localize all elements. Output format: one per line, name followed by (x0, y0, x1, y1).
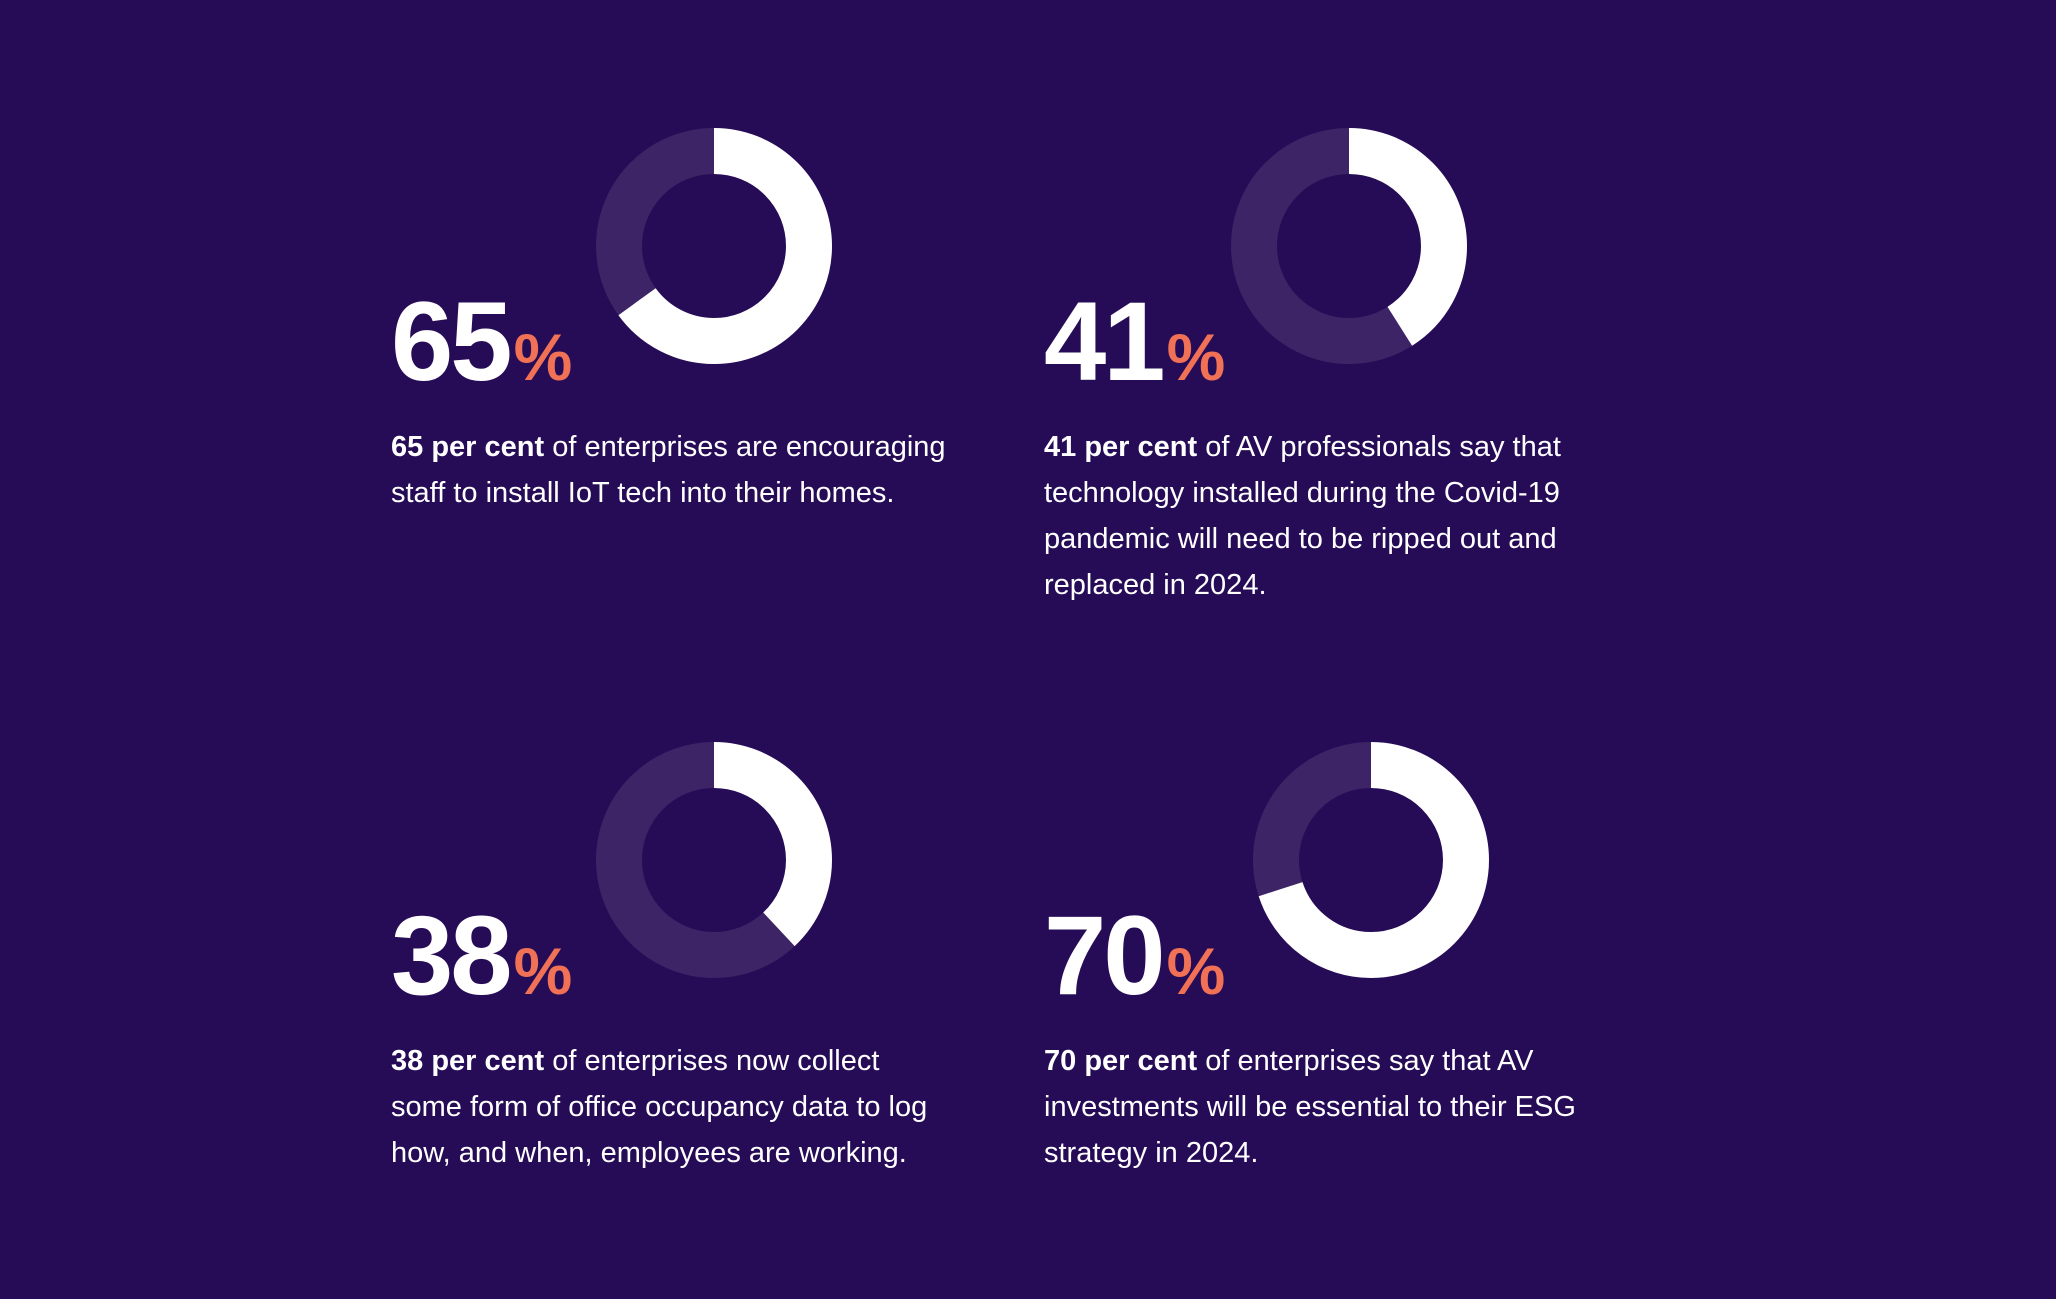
donut-chart-4 (1253, 742, 1489, 978)
stat-description-1: 65 per cent of enterprises are encouragi… (391, 424, 951, 516)
stat-description-2: 41 per cent of AV professionals say that… (1044, 424, 1604, 608)
stat-description-bold-2: 41 per cent (1044, 431, 1198, 463)
donut-chart-2 (1231, 128, 1467, 364)
stat-value-4: 70% (1044, 900, 1225, 1012)
stat-description-3: 38 per cent of enterprises now collect s… (391, 1038, 951, 1176)
donut-value-arc-2 (1231, 128, 1467, 364)
stat-value-3: 38% (391, 900, 572, 1012)
stat-description-text-1: of enterprises are encouraging staff to … (391, 431, 946, 509)
stat-number-1: 65 (391, 279, 513, 404)
stat-value-2: 41% (1044, 286, 1225, 398)
donut-chart-1 (596, 128, 832, 364)
donut-value-arc-4 (1253, 742, 1489, 978)
percent-sign-2: % (1166, 320, 1226, 394)
donut-svg-4 (1253, 742, 1489, 978)
stat-description-text-3: of enterprises now collect some form of … (391, 1045, 928, 1169)
donut-value-arc-1 (596, 128, 832, 364)
stat-description-bold-4: 70 per cent (1044, 1045, 1198, 1077)
stat-value-1: 65% (391, 286, 572, 398)
percent-sign-3: % (513, 934, 573, 1008)
donut-value-arc-3 (596, 742, 832, 978)
stat-description-bold-1: 65 per cent (391, 431, 545, 463)
percent-sign-4: % (1166, 934, 1226, 1008)
stat-number-2: 41 (1044, 279, 1166, 404)
stat-description-text-4: of enterprises say that AV investments w… (1044, 1045, 1576, 1169)
donut-svg-3 (596, 742, 832, 978)
stat-description-bold-3: 38 per cent (391, 1045, 545, 1077)
percent-sign-1: % (513, 320, 573, 394)
donut-svg-1 (596, 128, 832, 364)
stat-description-4: 70 per cent of enterprises say that AV i… (1044, 1038, 1604, 1176)
stat-number-3: 38 (391, 893, 513, 1018)
donut-chart-3 (596, 742, 832, 978)
stat-description-text-2: of AV professionals say that technology … (1044, 431, 1561, 601)
donut-svg-2 (1231, 128, 1467, 364)
stat-number-4: 70 (1044, 893, 1166, 1018)
